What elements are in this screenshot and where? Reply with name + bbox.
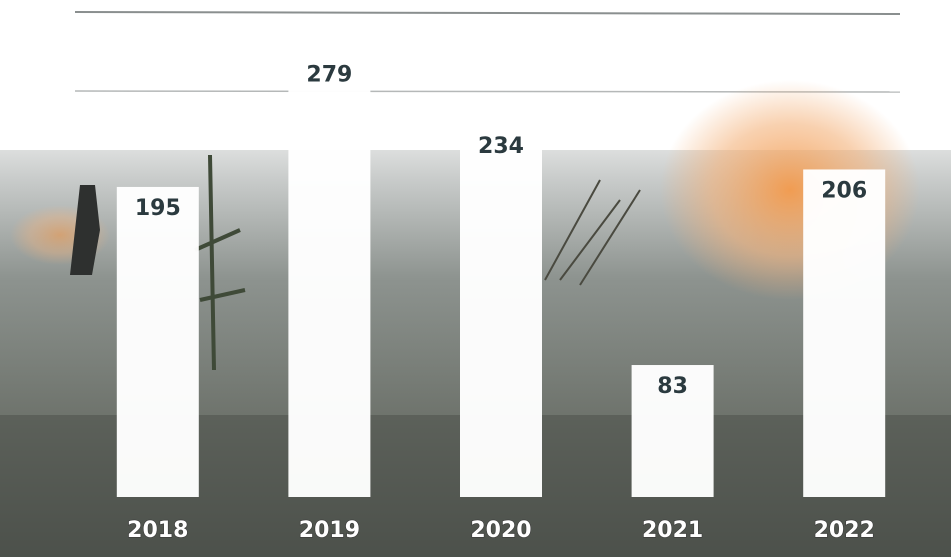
x-tick-label: 2020 bbox=[470, 518, 531, 543]
bar bbox=[631, 365, 714, 497]
x-tick-label: 2022 bbox=[814, 518, 875, 543]
value-label: 195 bbox=[135, 196, 181, 221]
x-tick-label: 2019 bbox=[299, 518, 360, 543]
bar bbox=[288, 53, 371, 497]
bar bbox=[460, 124, 542, 497]
bar bbox=[116, 186, 199, 497]
x-tick-label: 2021 bbox=[642, 518, 703, 543]
bar bbox=[803, 169, 886, 497]
value-label: 234 bbox=[478, 134, 524, 159]
value-label: 279 bbox=[306, 62, 352, 87]
x-tick-label: 2018 bbox=[127, 518, 188, 543]
value-label: 83 bbox=[657, 374, 688, 399]
value-label: 206 bbox=[821, 178, 867, 203]
